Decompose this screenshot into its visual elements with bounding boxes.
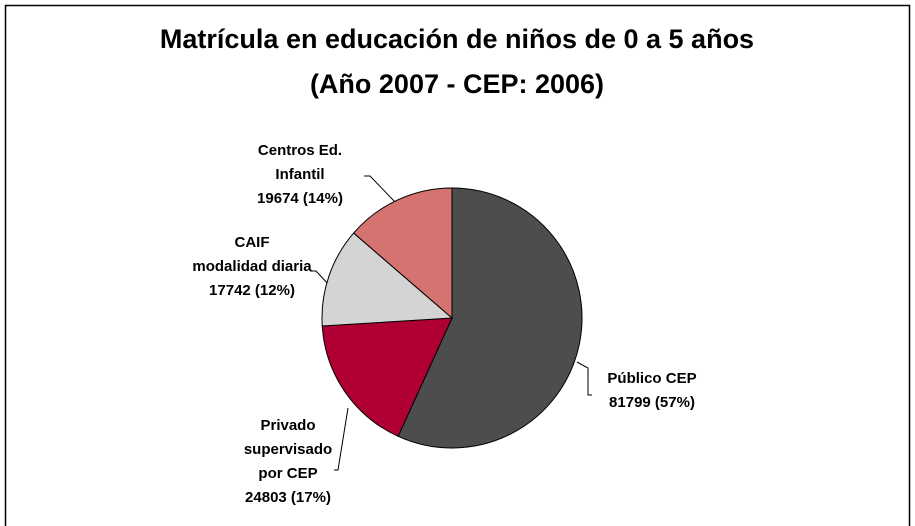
pie-slice — [397, 187, 583, 449]
value-label: 17742 (12%) — [209, 282, 295, 299]
leader-line — [364, 175, 397, 204]
value-label: 81799 (57%) — [609, 394, 695, 411]
slice-label: Centros Ed. Infantil — [258, 142, 342, 183]
pie-slice — [352, 187, 453, 320]
leader-line — [310, 270, 331, 287]
pie-slice — [321, 232, 454, 327]
leader-line — [334, 407, 349, 471]
value-label: 24803 (17%) — [245, 489, 331, 506]
leader-line — [576, 361, 592, 396]
chart-title: Matrícula en educación de niños de 0 a 5… — [160, 24, 754, 99]
value-label: 19674 (14%) — [257, 190, 343, 207]
slice-label: Público CEP — [607, 370, 696, 387]
pie-slice — [321, 317, 453, 437]
slice-label: CAIF modalidad diaria — [192, 234, 312, 275]
slice-label: Privado supervisado por CEP — [244, 417, 332, 482]
